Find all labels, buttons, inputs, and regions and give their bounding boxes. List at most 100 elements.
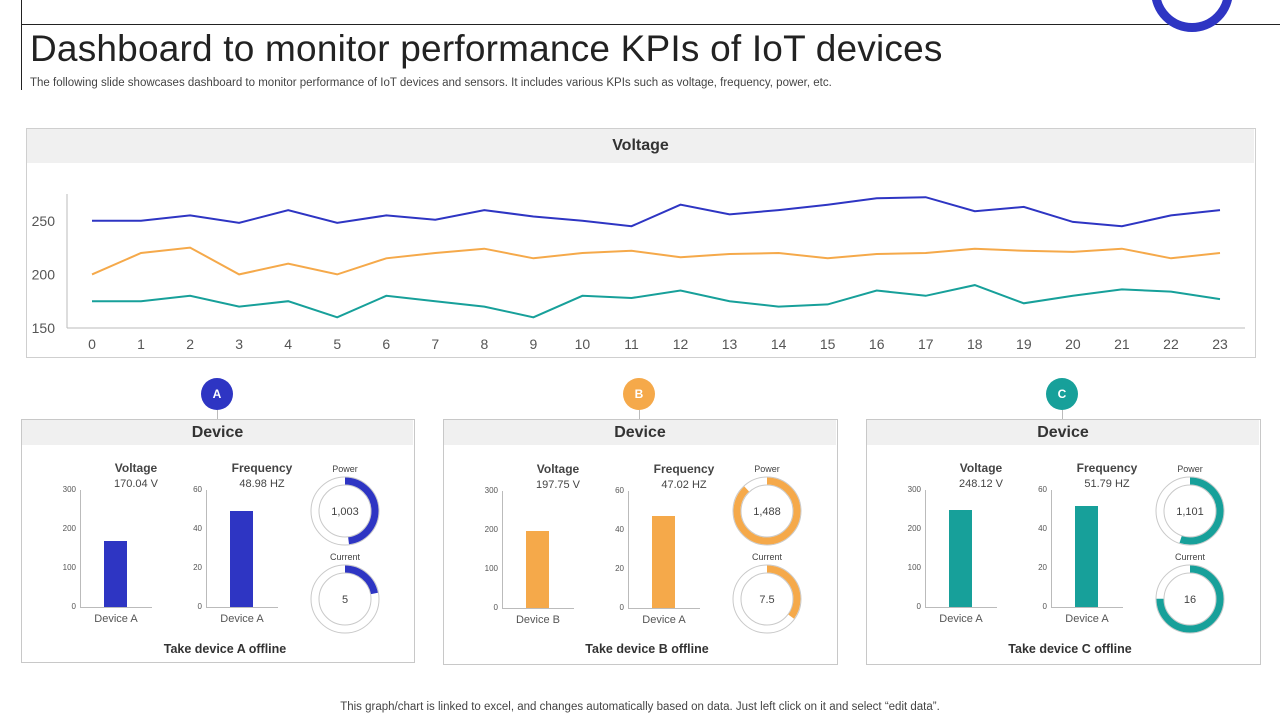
device-b-frequency-value: 47.02 HZ [661, 479, 707, 491]
device-b-voltage-category: Device B [515, 614, 561, 626]
x-tick-label: 11 [624, 336, 639, 352]
device-a-frequency-title: Frequency [231, 461, 293, 475]
x-tick-label: 13 [722, 336, 738, 352]
device-c-voltage-y-tick: 0 [916, 602, 921, 611]
take-device-b-offline[interactable]: Take device B offline [585, 642, 709, 656]
device-b-voltage-value: 197.75 V [535, 479, 581, 491]
device-b-frequency-y-tick: 0 [619, 603, 624, 612]
device-a-power-title: Power [332, 464, 358, 474]
device-c-voltage-y-tick: 300 [907, 485, 921, 494]
device-b-power-donut[interactable]: 1,488 [729, 473, 805, 549]
x-tick-label: 3 [235, 336, 243, 352]
device-b-current-donut[interactable]: 7.5 [729, 561, 805, 637]
device-b-voltage-y-tick: 300 [484, 486, 498, 495]
device-c-voltage-category: Device A [939, 613, 983, 625]
series-line-device-c[interactable] [92, 284, 1221, 319]
x-tick-label: 6 [382, 336, 390, 352]
device-a-voltage-y-axis [80, 490, 81, 607]
device-c-frequency-x-axis [1051, 607, 1123, 608]
device-c-frequency-bar[interactable] [1075, 506, 1098, 607]
device-b-voltage-bar[interactable] [526, 530, 549, 608]
device-b-frequency-bar[interactable] [652, 516, 675, 608]
x-tick-label: 2 [186, 336, 194, 352]
device-a-badge: A [201, 378, 233, 410]
x-tick-label: 22 [1163, 336, 1179, 352]
device-b-voltage-y-tick: 100 [484, 564, 498, 573]
device-a-frequency-y-tick: 20 [193, 563, 202, 572]
device-b-frequency-y-tick: 40 [615, 525, 624, 534]
device-a-voltage-category: Device A [94, 613, 138, 625]
device-b-voltage-y-tick: 0 [493, 603, 498, 612]
device-c-voltage-bar[interactable] [949, 510, 972, 607]
donut-outer-rim [1155, 476, 1225, 546]
device-c-power-donut[interactable]: 1,101 [1152, 473, 1228, 549]
device-c-frequency-y-tick: 40 [1038, 524, 1047, 533]
device-a-card[interactable] [21, 419, 415, 663]
device-b-header: Device [444, 420, 836, 445]
y-tick-label: 150 [32, 320, 56, 336]
device-a-frequency-y-axis [206, 490, 207, 607]
x-tick-label: 18 [967, 336, 983, 352]
donut-outer-rim [1155, 564, 1225, 634]
device-a-frequency-y-tick: 40 [193, 524, 202, 533]
device-c-current-donut[interactable]: 16 [1152, 561, 1228, 637]
y-tick-label: 250 [32, 213, 56, 229]
device-b-frequency-y-axis [628, 491, 629, 608]
device-a-current-title: Current [329, 552, 360, 562]
device-c-frequency-y-tick: 0 [1042, 602, 1047, 611]
device-c-current-value: 16 [1184, 594, 1196, 606]
take-device-c-offline[interactable]: Take device C offline [1008, 642, 1132, 656]
footer-note: This graph/chart is linked to excel, and… [340, 701, 940, 713]
device-b-voltage-y-axis [502, 491, 503, 608]
donut-arc [1156, 565, 1224, 633]
device-c-power-value: 1,101 [1176, 506, 1204, 518]
decor-vertical-line [21, 0, 22, 90]
device-c-badge: C [1046, 378, 1078, 410]
device-a-frequency-x-axis [206, 607, 278, 608]
device-a-voltage-y-tick: 100 [62, 563, 76, 572]
device-c-badge-stem [1062, 410, 1063, 420]
device-a-frequency-bar[interactable] [230, 511, 253, 607]
series-line-device-a[interactable] [92, 196, 1221, 228]
x-tick-label: 10 [575, 336, 591, 352]
device-c-voltage-y-tick: 200 [907, 524, 921, 533]
x-tick-label: 5 [333, 336, 341, 352]
device-c-power-title: Power [1177, 464, 1203, 474]
device-c-current-title: Current [1174, 552, 1205, 562]
device-c-card[interactable] [866, 419, 1261, 665]
x-tick-label: 0 [88, 336, 96, 352]
donut-arc [733, 565, 801, 633]
device-b-card[interactable] [443, 419, 838, 665]
donut-inner-rim [1163, 572, 1217, 626]
device-a-current-donut[interactable]: 5 [307, 561, 383, 637]
device-a-voltage-y-tick: 0 [71, 602, 76, 611]
device-c-frequency-y-axis [1051, 490, 1052, 607]
device-a-voltage-title: Voltage [114, 461, 158, 475]
x-tick-label: 7 [431, 336, 439, 352]
device-a-voltage-bar[interactable] [104, 540, 127, 607]
donut-inner-rim [1163, 484, 1217, 538]
donut-inner-rim [740, 484, 794, 538]
device-b-frequency-y-tick: 60 [615, 486, 624, 495]
x-tick-label: 1 [137, 336, 145, 352]
device-c-frequency-y-tick: 20 [1038, 563, 1047, 572]
device-b-voltage-y-tick: 200 [484, 525, 498, 534]
device-c-voltage-y-axis [925, 490, 926, 607]
decor-horizontal-line [21, 24, 1280, 25]
x-tick-label: 20 [1065, 336, 1081, 352]
device-c-frequency-value: 51.79 HZ [1084, 478, 1130, 490]
voltage-chart-panel[interactable] [26, 128, 1256, 358]
take-device-a-offline[interactable]: Take device A offline [163, 642, 287, 656]
device-a-badge-stem [217, 410, 218, 420]
device-a-power-value: 1,003 [331, 506, 359, 518]
device-b-frequency-title: Frequency [653, 462, 715, 476]
voltage-chart-title: Voltage [27, 129, 1254, 163]
device-c-frequency-y-tick: 60 [1038, 485, 1047, 494]
donut-outer-rim [310, 564, 380, 634]
donut-outer-rim [732, 476, 802, 546]
device-b-voltage-x-axis [502, 608, 574, 609]
series-line-device-b[interactable] [91, 246, 1221, 276]
device-a-power-donut[interactable]: 1,003 [307, 473, 383, 549]
donut-arc [733, 477, 801, 545]
